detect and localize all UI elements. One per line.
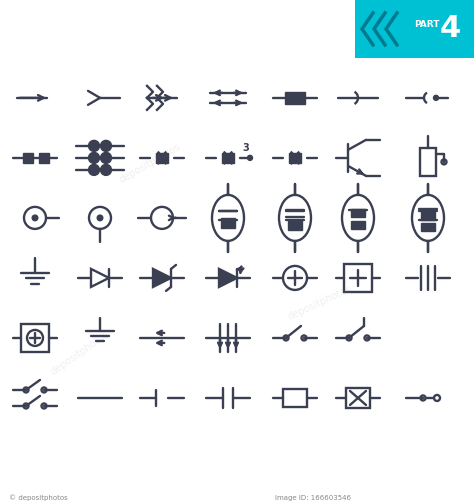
Circle shape: [434, 96, 438, 101]
Text: depositphotos: depositphotos: [118, 141, 182, 185]
Bar: [421, 223, 435, 231]
Circle shape: [32, 215, 38, 221]
Bar: [351, 209, 365, 217]
Text: depositphotos: depositphotos: [286, 284, 354, 322]
Text: 3: 3: [242, 143, 249, 153]
Ellipse shape: [212, 195, 244, 241]
Text: icon set: icon set: [242, 20, 307, 38]
Ellipse shape: [279, 195, 311, 241]
Bar: [344, 264, 372, 292]
Circle shape: [247, 155, 253, 160]
Bar: [288, 222, 302, 232]
Ellipse shape: [412, 195, 444, 241]
Polygon shape: [153, 269, 171, 287]
Ellipse shape: [342, 195, 374, 241]
Bar: [21, 324, 49, 352]
Text: Electronic parts: Electronic parts: [10, 19, 201, 39]
Bar: [221, 218, 235, 228]
Circle shape: [97, 215, 103, 221]
Bar: [288, 222, 302, 232]
Text: PART: PART: [414, 21, 440, 30]
Bar: [221, 222, 235, 232]
Bar: [23, 153, 33, 163]
Circle shape: [100, 164, 111, 176]
Bar: [351, 222, 365, 232]
Bar: [283, 389, 307, 407]
Text: depositphotos: depositphotos: [49, 329, 111, 377]
Circle shape: [100, 140, 111, 151]
Circle shape: [89, 152, 100, 163]
Bar: [346, 388, 370, 408]
Bar: [156, 153, 168, 163]
Bar: [355, 0, 474, 58]
Circle shape: [89, 140, 100, 151]
Bar: [288, 221, 302, 230]
Circle shape: [100, 152, 111, 163]
Bar: [222, 153, 234, 163]
Bar: [289, 153, 301, 163]
Bar: [421, 222, 435, 232]
Text: Image ID: 166603546: Image ID: 166603546: [275, 495, 351, 501]
Bar: [285, 92, 305, 104]
Bar: [351, 221, 365, 229]
Polygon shape: [219, 269, 237, 287]
Text: 4: 4: [439, 15, 461, 43]
Bar: [39, 153, 49, 163]
Bar: [420, 148, 436, 176]
Bar: [421, 212, 435, 220]
Text: © depositphotos: © depositphotos: [9, 495, 68, 501]
Circle shape: [89, 164, 100, 176]
